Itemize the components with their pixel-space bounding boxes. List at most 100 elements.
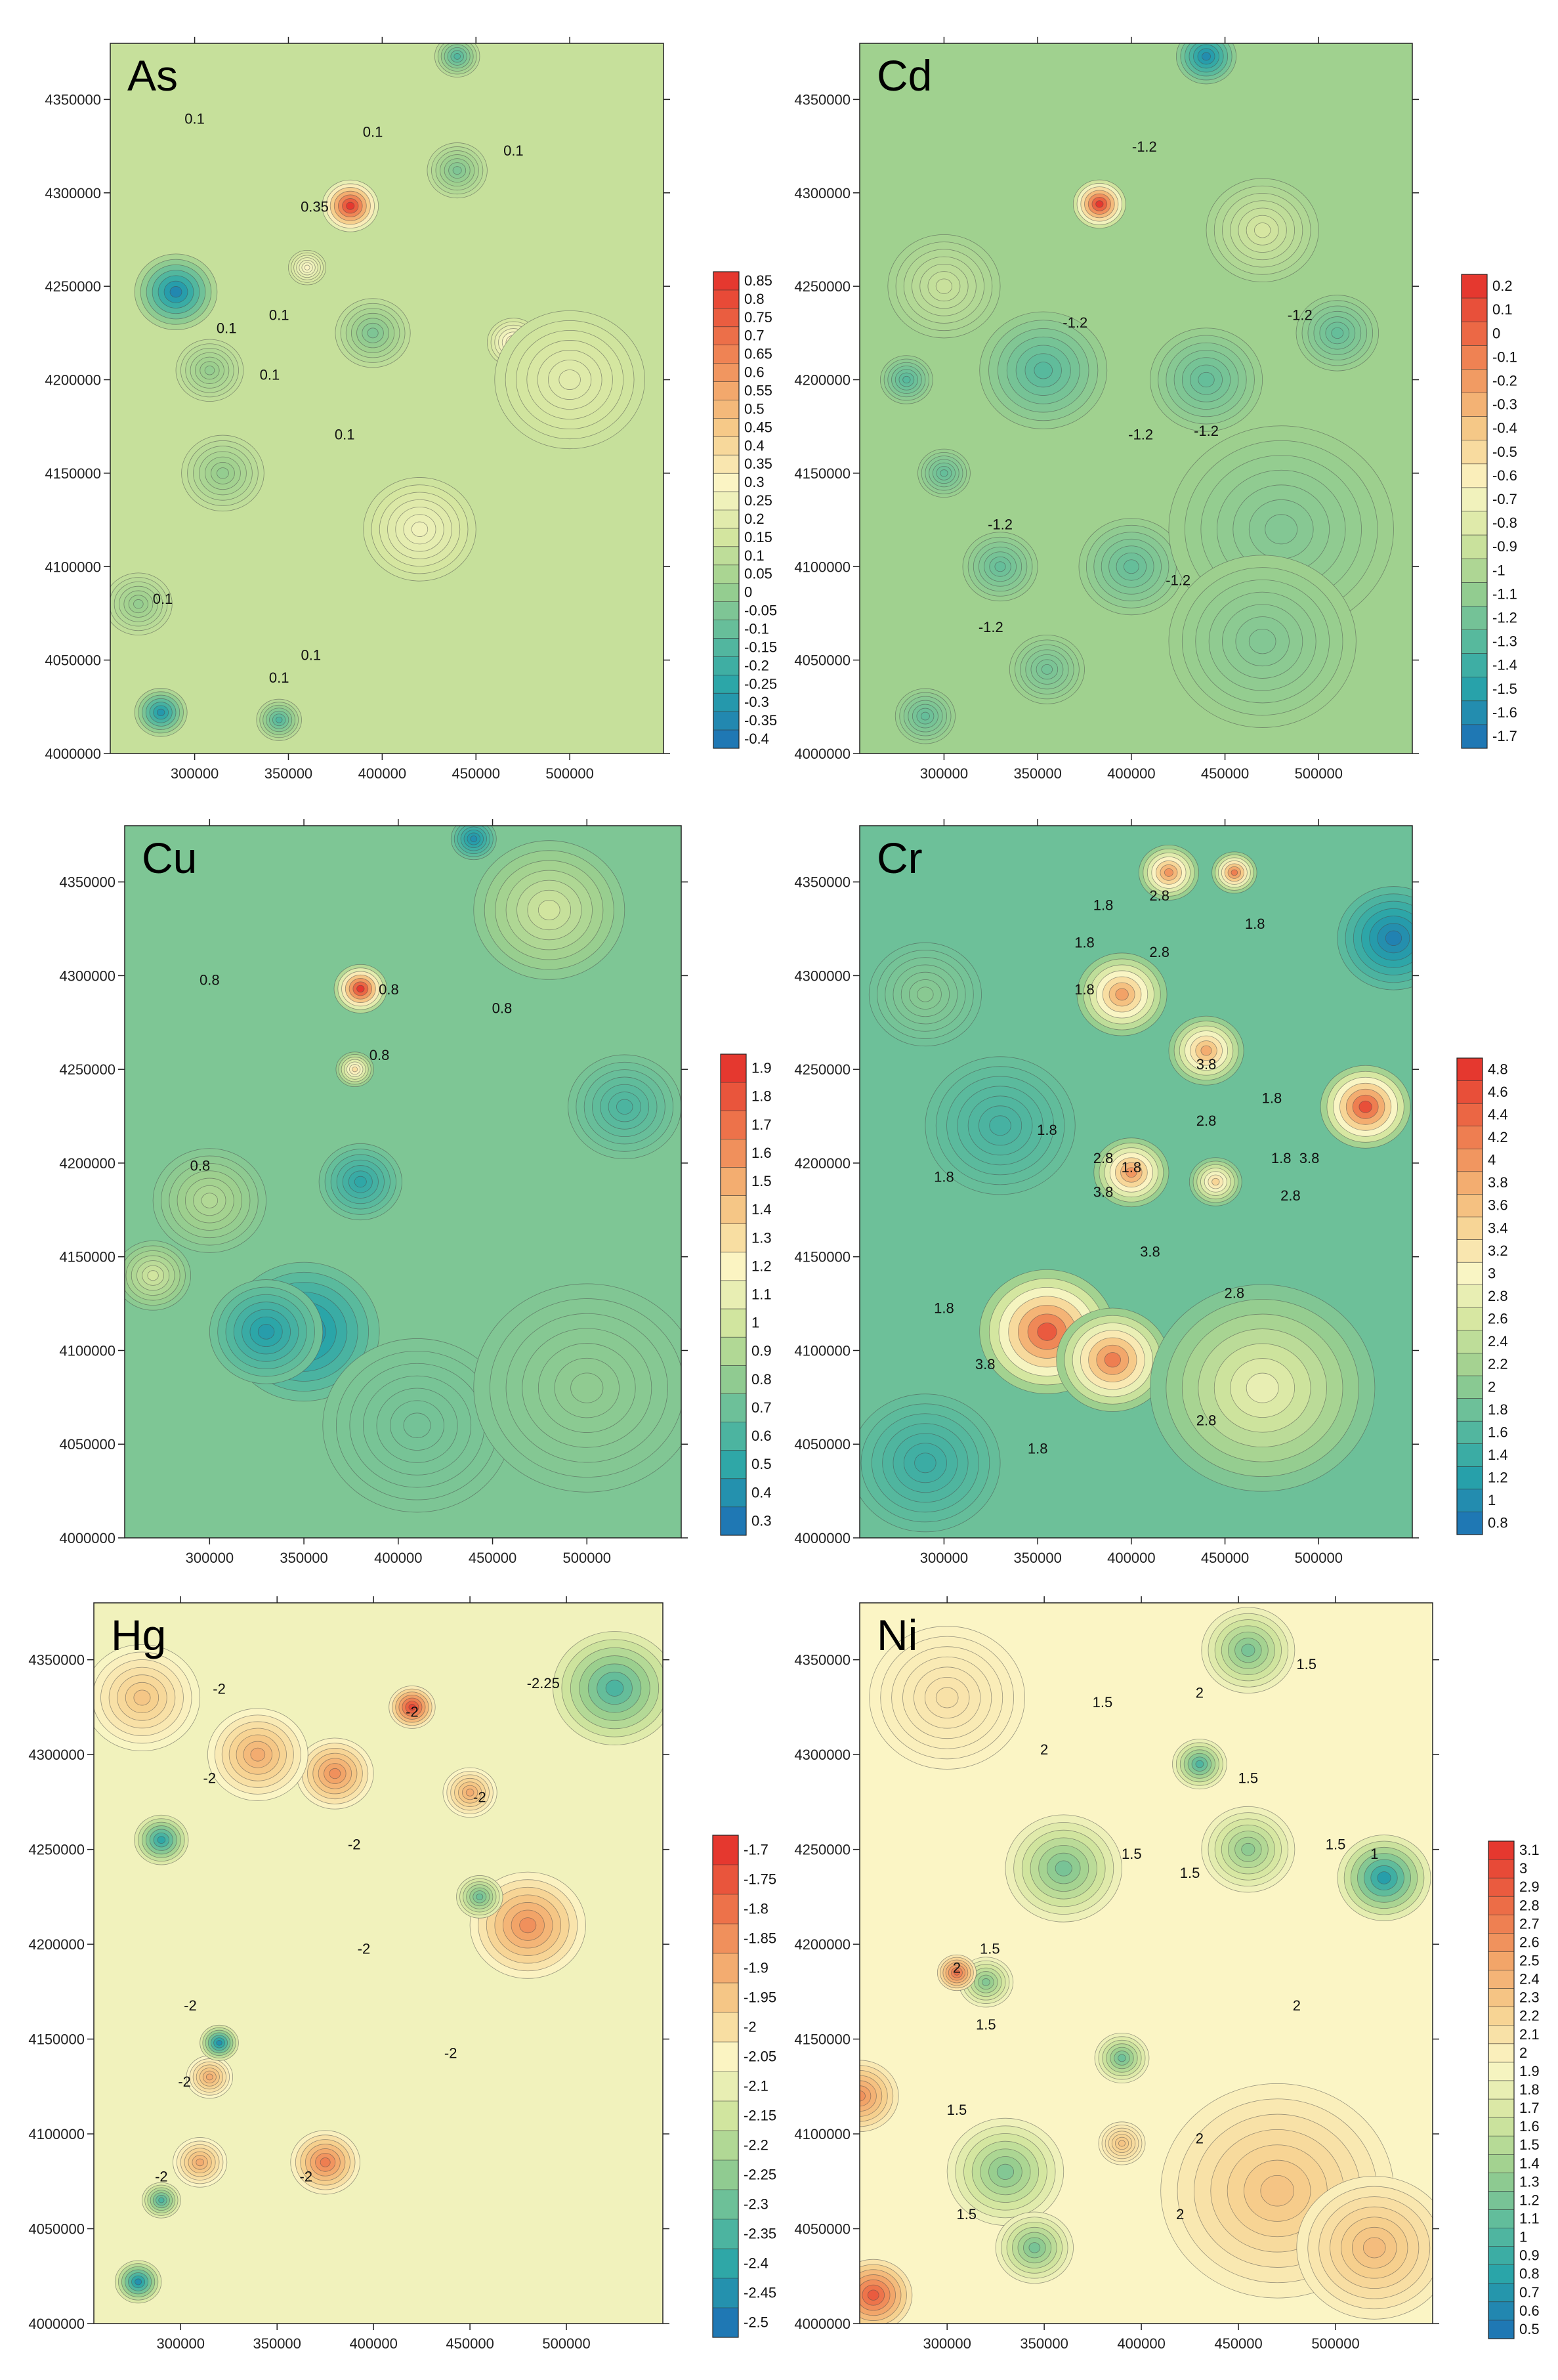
- anomaly-blob: [322, 1338, 512, 1513]
- anomaly-blob: [868, 942, 982, 1047]
- contour-label: 2.8: [1225, 1285, 1245, 1302]
- legend-label: 3.6: [1488, 1197, 1508, 1214]
- legend-label: 0.55: [744, 383, 772, 399]
- anomaly-blob: [946, 2117, 1064, 2226]
- contour-band: [320, 2157, 331, 2167]
- y-tick-label: 4300000: [28, 1747, 85, 1763]
- contour-band: [1246, 1372, 1279, 1403]
- legend-label: -0.5: [1492, 444, 1517, 460]
- legend-label: 2: [1519, 2045, 1527, 2061]
- contour-label: 0.1: [184, 110, 205, 127]
- x-tick-label: 350000: [280, 1550, 327, 1566]
- legend-label: 2.2: [1519, 2008, 1540, 2024]
- y-tick-label: 4350000: [45, 91, 101, 108]
- legend-swatch: [713, 1983, 738, 2013]
- contour-band: [1241, 1842, 1255, 1856]
- contour-band: [1241, 1644, 1255, 1657]
- legend-swatch: [1457, 1239, 1483, 1263]
- y-tick-label: 4300000: [794, 967, 851, 984]
- legend-label: 2.7: [1519, 1915, 1540, 1932]
- y-tick-label: 4050000: [28, 2221, 85, 2238]
- legend-label: -2.1: [744, 2078, 768, 2094]
- legend-swatch: [1457, 1103, 1483, 1127]
- anomaly-blob: [134, 1814, 189, 1865]
- legend-label: 1.9: [1519, 2063, 1540, 2079]
- x-tick-label: 300000: [157, 2335, 205, 2352]
- anomaly-blob: [1201, 1607, 1295, 1693]
- legend-swatch: [1457, 1330, 1483, 1353]
- legend-swatch: [1488, 2173, 1514, 2192]
- legend-label: 0.85: [744, 272, 772, 289]
- anomaly-blob: [1168, 555, 1357, 728]
- y-tick-label: 4000000: [794, 2316, 851, 2332]
- y-tick-label: 4300000: [59, 967, 116, 984]
- anomaly-blob: [925, 1056, 1076, 1195]
- legend-swatch: [1462, 487, 1487, 512]
- y-tick-label: 4100000: [794, 559, 851, 575]
- legend-swatch: [1457, 1307, 1483, 1331]
- contour-band: [1260, 2175, 1295, 2207]
- contour-label: 1.5: [1296, 1656, 1316, 1672]
- legend-label: 0.7: [751, 1399, 772, 1416]
- anomaly-blob: [469, 1871, 586, 1979]
- contour-label: 1.5: [976, 2016, 996, 2033]
- legend-label: 4: [1488, 1152, 1496, 1168]
- anomaly-blob: [473, 840, 625, 980]
- anomaly-blob: [125, 1240, 191, 1311]
- legend-swatch: [1462, 582, 1487, 606]
- legend-swatch: [1457, 1149, 1483, 1172]
- contour-label: 3.8: [1196, 1056, 1217, 1073]
- contour-label: 0.1: [503, 142, 524, 159]
- legend-label: 4.4: [1488, 1106, 1508, 1122]
- anomaly-blob: [860, 1393, 1001, 1533]
- legend-label: 1.7: [751, 1116, 772, 1133]
- contour-band: [275, 716, 283, 723]
- legend-swatch: [713, 620, 739, 639]
- legend-label: 1.6: [1519, 2118, 1540, 2135]
- contour-band: [994, 561, 1006, 572]
- y-tick-label: 4000000: [794, 1530, 851, 1546]
- contour-label: 1.5: [956, 2206, 977, 2222]
- anomaly-blob: [175, 339, 244, 402]
- contour-band: [1195, 1760, 1204, 1768]
- legend-label: -0.4: [744, 731, 769, 747]
- legend-label: 0.1: [1492, 301, 1513, 318]
- legend-swatch: [721, 1111, 746, 1139]
- legend-label: 2.9: [1519, 1879, 1540, 1895]
- contour-band: [519, 1917, 537, 1934]
- legend-swatch: [1462, 606, 1487, 630]
- legend-frame: [1488, 1840, 1515, 2339]
- anomaly-blob: [1320, 1065, 1411, 1149]
- legend-swatch: [713, 675, 739, 694]
- contour-band: [616, 1099, 633, 1115]
- legend-label: 0.9: [1519, 2247, 1540, 2264]
- legend-swatch: [1462, 629, 1487, 654]
- legend-label: 1.3: [1519, 2173, 1540, 2190]
- y-tick-label: 4350000: [794, 1652, 851, 1668]
- contour-band: [920, 712, 930, 721]
- legend-swatch: [1462, 653, 1487, 678]
- legend-swatch: [1488, 2043, 1514, 2063]
- contour-band: [996, 2163, 1015, 2180]
- legend-label: 0.2: [1492, 278, 1513, 294]
- contour-band: [1104, 1352, 1121, 1368]
- contour-label: 2: [1196, 1684, 1204, 1701]
- legend-swatch: [713, 2190, 738, 2220]
- legend-swatch: [1462, 724, 1487, 749]
- legend-label: 0.6: [744, 364, 765, 381]
- legend-label: 2.8: [1519, 1897, 1540, 1913]
- anomaly-blob: [887, 234, 1001, 339]
- contour-label: -1.2: [1166, 572, 1190, 589]
- contour-label: 1.8: [1245, 916, 1265, 932]
- legend-label: 0.3: [744, 474, 765, 490]
- contour-label: -2: [155, 2168, 168, 2184]
- y-tick-label: 4100000: [28, 2126, 85, 2142]
- legend-label: 0.7: [744, 328, 765, 344]
- contour-band: [1115, 988, 1129, 1001]
- anomaly-blob: [1295, 295, 1379, 372]
- legend-label: 0.25: [744, 492, 772, 509]
- contour-label: -1.2: [1128, 427, 1153, 443]
- contour-band: [465, 1789, 474, 1796]
- legend-label: 0.2: [744, 511, 765, 527]
- legend-swatch: [713, 418, 739, 437]
